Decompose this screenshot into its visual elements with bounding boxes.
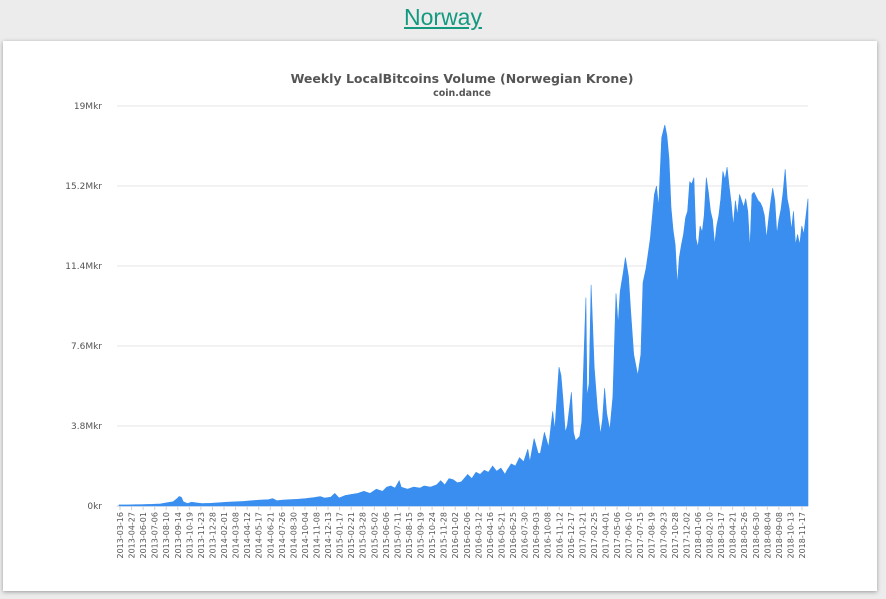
x-tick-label: 2018-11-17 [798,512,807,559]
x-tick-label: 2017-10-28 [671,512,680,559]
x-tick-label: 2014-04-12 [243,512,252,559]
country-link[interactable]: Norway [404,4,482,30]
x-tick-label: 2015-09-19 [417,512,426,559]
x-tick-label: 2013-06-01 [139,512,148,559]
x-tick-label: 2013-10-19 [185,512,194,559]
x-tick-label: 2016-09-03 [532,512,541,559]
x-tick-label: 2013-09-14 [174,512,183,559]
x-tick-label: 2017-06-10 [625,512,634,559]
x-tick-label: 2017-12-02 [682,512,691,559]
x-tick-label: 2017-09-23 [659,512,668,559]
x-tick-label: 2014-11-08 [313,512,322,559]
chart-card: Weekly LocalBitcoins Volume (Norwegian K… [3,41,877,591]
x-tick-label: 2013-04-27 [128,512,137,559]
x-tick-label: 2016-01-02 [451,512,460,559]
x-tick-label: 2013-07-06 [151,512,160,559]
x-tick-label: 2013-08-10 [162,512,171,559]
y-axis: 0kr 3.8Mkr 7.6Mkr 11.4Mkr 15.2Mkr 19Mkr [65,102,102,512]
x-tick-label: 2015-07-11 [393,512,402,559]
x-tick-label: 2015-05-02 [370,512,379,559]
x-tick-label: 2015-08-15 [405,512,414,559]
x-tick-label: 2018-05-26 [740,512,749,559]
x-tick-label: 2018-06-30 [752,512,761,559]
x-tick-label: 2016-02-06 [463,512,472,559]
x-tick-label: 2018-02-10 [706,512,715,559]
x-tick-label: 2014-05-17 [255,512,264,559]
x-tick-label: 2014-06-21 [266,512,275,559]
x-tick-label: 2013-12-28 [208,512,217,559]
x-tick-label: 2014-10-04 [301,512,310,559]
area-chart: Weekly LocalBitcoins Volume (Norwegian K… [65,71,809,559]
y-tick-label: 7.6Mkr [71,342,102,352]
x-tick-label: 2014-08-30 [289,512,298,559]
x-tick-label: 2013-11-23 [197,512,206,559]
y-tick-label: 11.4Mkr [65,262,102,272]
x-axis: 2013-03-16 2013-04-27 2013-06-01 2013-07-06… [116,506,807,559]
x-tick-label: 2015-03-28 [359,512,368,559]
series-area [118,124,809,507]
x-tick-label: 2016-12-17 [567,512,576,559]
x-tick-label: 2016-11-12 [555,512,564,559]
y-tick-label: 19Mkr [74,102,102,112]
x-tick-label: 2017-08-19 [648,512,657,559]
x-tick-label: 2015-10-24 [428,512,437,559]
x-tick-label: 2018-08-04 [763,512,772,559]
x-tick-label: 2014-12-13 [324,512,333,559]
x-tick-label: 2015-01-17 [336,512,345,559]
x-tick-label: 2018-04-21 [729,512,738,559]
x-tick-label: 2014-07-26 [278,512,287,559]
x-tick-label: 2016-03-12 [474,512,483,559]
x-tick-label: 2017-04-01 [601,512,610,559]
y-tick-label: 0kr [87,502,102,512]
x-tick-label: 2016-07-30 [521,512,530,559]
x-tick-label: 2017-05-06 [613,512,622,559]
x-tick-label: 2016-05-21 [497,512,506,559]
x-tick-label: 2015-02-21 [347,512,356,559]
chart-subtitle: coin.dance [433,88,491,99]
x-tick-label: 2016-06-25 [509,512,518,559]
y-tick-label: 15.2Mkr [65,182,102,192]
x-tick-label: 2017-07-15 [636,512,645,559]
x-tick-label: 2017-02-25 [590,512,599,559]
x-tick-label: 2016-04-16 [486,512,495,559]
x-tick-label: 2014-03-08 [232,512,241,559]
x-tick-label: 2018-09-08 [775,512,784,559]
x-tick-label: 2017-01-21 [578,512,587,559]
x-tick-label: 2015-06-06 [382,512,391,559]
x-tick-label: 2013-03-16 [116,512,125,559]
x-tick-label: 2016-10-08 [544,512,553,559]
x-tick-label: 2018-10-13 [786,512,795,559]
page-heading: Norway [0,4,886,31]
plot-area [118,124,809,507]
chart-title: Weekly LocalBitcoins Volume (Norwegian K… [291,71,634,86]
x-tick-label: 2018-03-17 [717,512,726,559]
y-tick-label: 3.8Mkr [71,422,102,432]
x-tick-label: 2015-11-28 [440,512,449,559]
x-tick-label: 2018-01-06 [694,512,703,559]
x-tick-label: 2014-02-01 [220,512,229,559]
